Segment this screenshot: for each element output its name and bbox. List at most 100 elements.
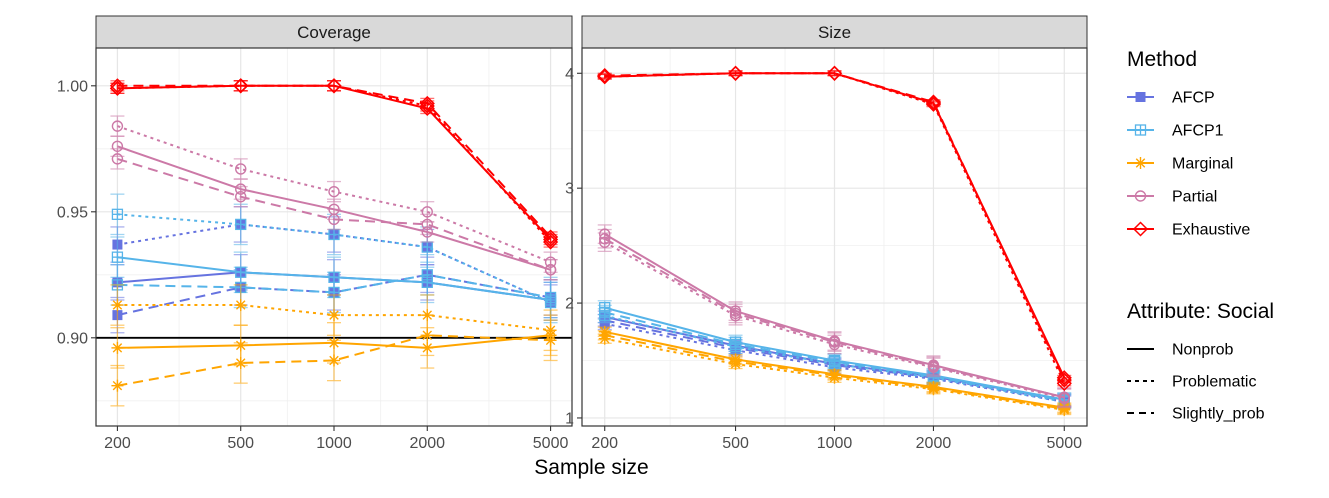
y-tick-label: 0.90 bbox=[57, 330, 88, 347]
data-point bbox=[543, 229, 559, 245]
data-point bbox=[599, 233, 611, 245]
legend-item-marginal: Marginal bbox=[1127, 156, 1233, 173]
data-point bbox=[326, 78, 342, 94]
legend-label: Partial bbox=[1172, 189, 1217, 206]
data-point bbox=[234, 299, 247, 312]
legend-label: Exhaustive bbox=[1172, 222, 1250, 239]
series-line bbox=[604, 237, 1065, 399]
legend-label: Slightly_prob bbox=[1172, 406, 1265, 423]
series-line bbox=[604, 311, 1065, 402]
error-bar bbox=[233, 80, 248, 92]
data-point bbox=[328, 185, 340, 198]
x-tick-label: 2000 bbox=[409, 435, 445, 452]
data-point bbox=[234, 357, 247, 369]
data-point bbox=[419, 98, 435, 114]
data-point bbox=[111, 379, 124, 392]
legend-key-marker bbox=[1134, 157, 1147, 169]
data-point bbox=[419, 95, 435, 112]
data-point bbox=[1056, 372, 1072, 388]
series-line bbox=[604, 314, 1065, 403]
legend: Method AFCP AFCP1 Marginal Partial Exhaustive… bbox=[1127, 48, 1274, 423]
series-line bbox=[117, 334, 551, 387]
data-point bbox=[235, 163, 247, 175]
series-partial-slightly_prob bbox=[110, 148, 558, 281]
data-point bbox=[927, 382, 940, 395]
series-line bbox=[604, 319, 1065, 402]
data-point bbox=[328, 354, 340, 367]
x-tick-label: 5000 bbox=[533, 435, 569, 452]
error-bar bbox=[1057, 387, 1072, 408]
data-point bbox=[544, 264, 557, 276]
legend-key-marker bbox=[1135, 92, 1146, 102]
legend-label: AFCP bbox=[1172, 90, 1215, 107]
series-line bbox=[117, 125, 551, 264]
y-tick-label: 3 bbox=[565, 181, 574, 198]
legend-label: Marginal bbox=[1172, 156, 1233, 173]
y-tick-label: 2 bbox=[565, 296, 574, 313]
panel-size: Size 1 2 3 4 200 500 1000 2000 5000 bbox=[565, 15, 1088, 452]
series-marginal-slightly_prob bbox=[110, 314, 558, 407]
series-line bbox=[117, 157, 551, 271]
legend-label: AFCP1 bbox=[1172, 123, 1224, 140]
x-tick-label: 1000 bbox=[316, 435, 352, 452]
data-point bbox=[111, 208, 124, 220]
x-tick-label: 500 bbox=[227, 435, 254, 452]
data-point bbox=[235, 190, 247, 203]
data-point bbox=[109, 78, 125, 94]
x-tick-label: 200 bbox=[591, 435, 618, 452]
data-point bbox=[421, 269, 433, 281]
y-tick-label: 4 bbox=[565, 66, 574, 83]
data-point bbox=[828, 336, 841, 348]
data-point bbox=[925, 94, 942, 110]
series-line bbox=[604, 72, 1066, 381]
legend-title-attribute: Attribute: Social bbox=[1127, 300, 1274, 323]
series-partial-slightly_prob bbox=[597, 228, 1072, 408]
data-point bbox=[828, 356, 841, 368]
y-tick-label: 1.00 bbox=[57, 78, 88, 95]
data-point bbox=[328, 213, 340, 226]
series-exhaustive-slightly_prob bbox=[597, 65, 1072, 388]
series-marginal-slightly_prob bbox=[597, 329, 1072, 415]
data-point bbox=[111, 153, 124, 165]
series-line bbox=[604, 72, 1066, 384]
legend-item-partial: Partial bbox=[1127, 189, 1217, 206]
x-tick-label: 2000 bbox=[916, 435, 952, 452]
error-bar bbox=[233, 158, 248, 180]
legend-label: Nonprob bbox=[1172, 342, 1233, 359]
x-tick-label: 1000 bbox=[817, 435, 853, 452]
data-point bbox=[729, 355, 742, 368]
legend-key-marker bbox=[1132, 221, 1149, 237]
legend-key-marker bbox=[1134, 124, 1147, 136]
data-point bbox=[233, 78, 249, 94]
legend-key-marker bbox=[1134, 190, 1147, 202]
data-point bbox=[421, 329, 434, 342]
strip-box bbox=[581, 15, 1088, 49]
error-bar bbox=[420, 213, 435, 236]
legend-item-slightly_prob: Slightly_prob bbox=[1127, 406, 1265, 423]
data-point bbox=[235, 218, 247, 231]
data-point bbox=[727, 65, 744, 81]
x-tick-label: 5000 bbox=[1046, 435, 1082, 452]
x-tick-label: 200 bbox=[104, 435, 131, 452]
series-line bbox=[117, 84, 552, 243]
legend-item-exhaustive: Exhaustive bbox=[1127, 221, 1250, 239]
data-point bbox=[1058, 391, 1070, 403]
y-tick-label: 0.95 bbox=[57, 204, 88, 221]
data-point bbox=[598, 329, 611, 342]
legend-item-afcp: AFCP bbox=[1127, 90, 1215, 107]
legend-title-method: Method bbox=[1127, 48, 1197, 71]
strip-box bbox=[95, 15, 573, 49]
series-exhaustive-slightly_prob bbox=[109, 78, 559, 245]
series-line bbox=[117, 84, 552, 238]
data-point bbox=[599, 306, 611, 318]
data-point bbox=[927, 360, 940, 372]
data-point bbox=[544, 334, 557, 347]
data-point bbox=[111, 341, 124, 354]
legend-item-afcp1: AFCP1 bbox=[1127, 123, 1224, 140]
x-tick-label: 500 bbox=[722, 435, 749, 452]
data-point bbox=[111, 251, 124, 263]
legend-item-problematic: Problematic bbox=[1127, 374, 1256, 391]
data-point bbox=[111, 299, 124, 312]
data-point bbox=[828, 369, 841, 382]
